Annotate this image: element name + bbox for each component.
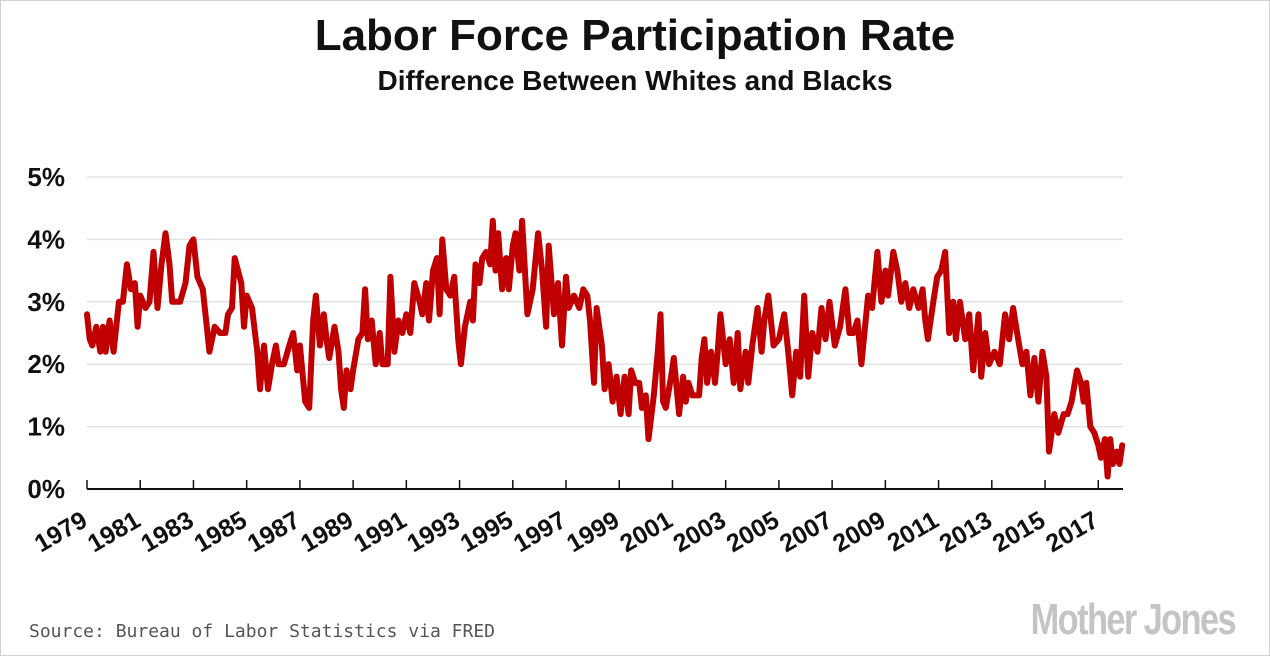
x-tick-label: 1993 xyxy=(402,506,464,558)
y-tick-label: 5% xyxy=(27,162,65,192)
x-tick-label: 2013 xyxy=(935,506,997,558)
x-tick-label: 1991 xyxy=(349,506,411,558)
line-chart: 0% 1% 2% 3% 4% 5% 1979198119831985198719891991… xyxy=(27,162,1126,558)
x-tick-label: 2009 xyxy=(828,506,890,558)
chart-title: Labor Force Participation Rate xyxy=(314,11,956,60)
x-tick-label: 1995 xyxy=(456,506,518,558)
x-tick-label: 2015 xyxy=(988,506,1050,558)
y-tick-label: 0% xyxy=(27,474,65,504)
x-tick-label: 1985 xyxy=(189,506,251,558)
chart-subtitle: Difference Between Whites and Blacks xyxy=(377,65,893,96)
x-tick-label: 2001 xyxy=(615,506,677,558)
x-tick-label: 1989 xyxy=(296,506,358,558)
x-tick-label: 1983 xyxy=(136,506,198,558)
source-note: Source: Bureau of Labor Statistics via F… xyxy=(29,621,495,642)
x-tick-label: 2007 xyxy=(775,506,837,558)
x-tick-label: 1999 xyxy=(562,506,624,558)
mother-jones-logo: Mother Jones xyxy=(1030,595,1237,644)
x-tick-label: 2005 xyxy=(722,506,784,558)
y-tick-label: 2% xyxy=(27,349,65,379)
y-tick-label: 3% xyxy=(27,287,65,317)
x-tick-label: 2017 xyxy=(1041,506,1103,558)
x-tick-label: 1979 xyxy=(30,506,92,558)
x-tick-label: 1987 xyxy=(243,506,305,558)
x-tick-label: 2011 xyxy=(883,506,944,557)
x-tick-label: 1997 xyxy=(509,506,571,558)
y-tick-label: 1% xyxy=(27,412,65,442)
x-tick-label: 1981 xyxy=(83,506,145,558)
series-line xyxy=(84,217,1126,480)
x-tick-label: 2003 xyxy=(669,506,731,558)
y-tick-label: 4% xyxy=(27,224,65,254)
